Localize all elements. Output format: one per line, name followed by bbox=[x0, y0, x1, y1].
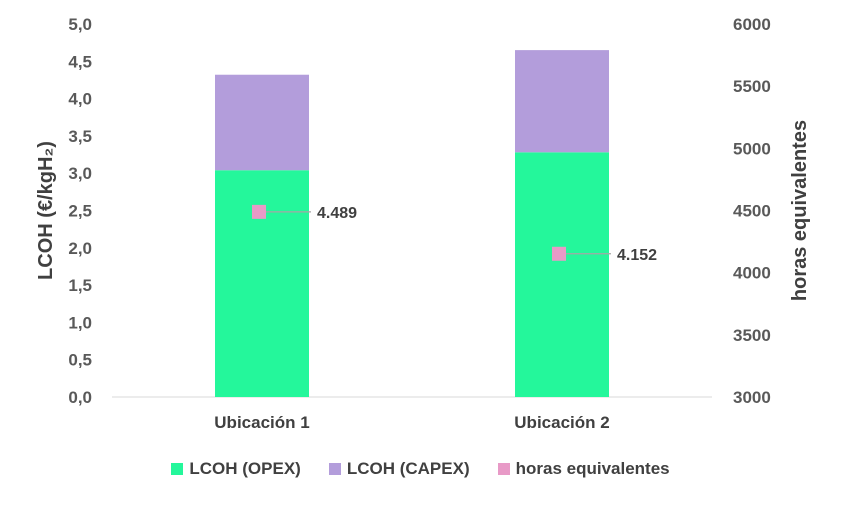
legend-swatch-horas bbox=[497, 463, 510, 475]
legend-item-capex: LCOH (CAPEX) bbox=[328, 459, 470, 479]
y-tick-label: 2,5 bbox=[68, 202, 92, 221]
y-tick-label: 4,5 bbox=[68, 52, 92, 71]
bar-opex bbox=[215, 170, 309, 397]
legend-label-horas: horas equivalentes bbox=[515, 459, 670, 478]
legend-label-opex: LCOH (OPEX) bbox=[189, 459, 301, 478]
legend-swatch-opex bbox=[171, 463, 184, 475]
x-category-label: Ubicación 2 bbox=[514, 413, 609, 432]
x-category-label: Ubicación 1 bbox=[214, 413, 309, 432]
y2-tick-label: 6000 bbox=[733, 15, 771, 34]
y2-tick-label: 3000 bbox=[733, 388, 771, 407]
legend-label-capex: LCOH (CAPEX) bbox=[346, 459, 470, 478]
horas-marker bbox=[552, 246, 566, 261]
legend: LCOH (OPEX) LCOH (CAPEX) horas equivalen… bbox=[0, 459, 841, 479]
y2-axis-title: horas equivalentes bbox=[789, 120, 811, 301]
y-tick-label: 5,0 bbox=[68, 15, 92, 34]
y2-tick-label: 4000 bbox=[733, 264, 771, 283]
y-tick-label: 1,5 bbox=[68, 276, 92, 295]
y2-tick-label: 5500 bbox=[733, 77, 771, 96]
y-tick-label: 3,0 bbox=[68, 164, 92, 183]
horas-data-label: 4.489 bbox=[317, 205, 357, 222]
y-axis-title: LCOH (€/kgH₂) bbox=[35, 141, 57, 280]
y2-tick-label: 4500 bbox=[733, 202, 771, 221]
bar-capex bbox=[515, 50, 609, 153]
y-tick-label: 2,0 bbox=[68, 239, 92, 258]
bar-opex bbox=[515, 152, 609, 397]
y-tick-label: 4,0 bbox=[68, 90, 92, 109]
horas-marker bbox=[252, 204, 266, 219]
legend-item-opex: LCOH (OPEX) bbox=[171, 459, 301, 479]
horas-data-label: 4.152 bbox=[617, 247, 657, 264]
legend-swatch-capex bbox=[328, 463, 341, 475]
y-tick-label: 1,0 bbox=[68, 313, 92, 332]
y-tick-label: 0,5 bbox=[68, 351, 92, 370]
bar-capex bbox=[215, 74, 309, 171]
y2-tick-label: 5000 bbox=[733, 139, 771, 158]
y-tick-label: 0,0 bbox=[68, 388, 92, 407]
y-tick-label: 3,5 bbox=[68, 127, 92, 146]
legend-item-horas: horas equivalentes bbox=[497, 459, 670, 479]
y2-tick-label: 3500 bbox=[733, 326, 771, 345]
